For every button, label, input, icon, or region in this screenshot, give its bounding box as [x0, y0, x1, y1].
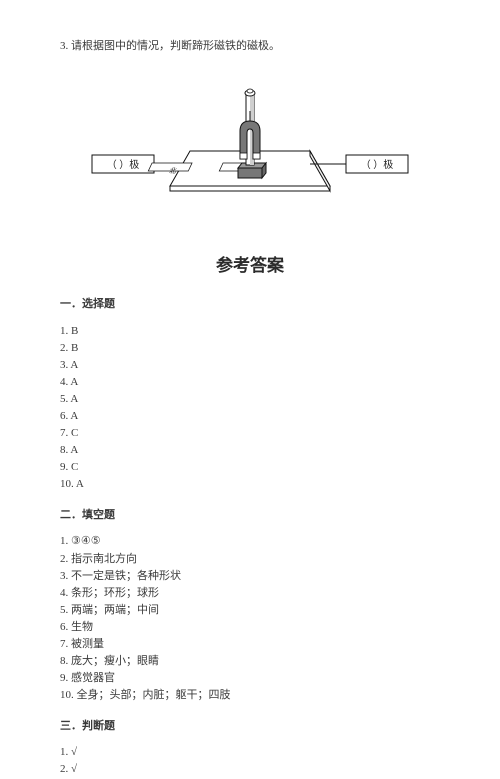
judge-answer-line: 2. √	[60, 761, 440, 778]
fill-answer-line: 1. ③④⑤	[60, 533, 440, 550]
fill-answer-line: 6. 生物	[60, 619, 440, 636]
diagram-svg: （ ）极 （ ）极 北 南	[90, 73, 410, 223]
fill-answer-line: 2. 指示南北方向	[60, 551, 440, 568]
choice-answer-line: 4. A	[60, 374, 440, 391]
left-pole-text: （ ）极	[107, 158, 140, 171]
answer-key-title: 参考答案	[60, 253, 440, 279]
section-judge-heading: 三．判断题	[60, 718, 440, 735]
question-text: 请根据图中的情况，判断蹄形磁铁的磁极。	[71, 40, 280, 52]
fill-answer-line: 8. 庞大；瘦小；眼睛	[60, 653, 440, 670]
magnet-diagram: （ ）极 （ ）极 北 南	[60, 73, 440, 223]
choice-answer-line: 5. A	[60, 391, 440, 408]
choice-answer-line: 10. A	[60, 476, 440, 493]
fill-answer-line: 7. 被测量	[60, 636, 440, 653]
right-pole-text: （ ）极	[361, 158, 394, 171]
choice-answer-line: 9. C	[60, 459, 440, 476]
question-prompt: 3. 请根据图中的情况，判断蹄形磁铁的磁极。	[60, 38, 440, 55]
fill-answer-line: 10. 全身；头部；内脏；躯干；四肢	[60, 687, 440, 704]
choice-answer-line: 8. A	[60, 442, 440, 459]
fill-answer-line: 9. 感觉器官	[60, 670, 440, 687]
judge-answer-line: 1. √	[60, 744, 440, 761]
choice-answer-line: 2. B	[60, 340, 440, 357]
judge-answers: 1. √2. √	[60, 744, 440, 778]
choice-answer-line: 1. B	[60, 323, 440, 340]
choice-answer-line: 7. C	[60, 425, 440, 442]
left-pole-label: （ ）极	[92, 155, 154, 173]
fill-answer-line: 5. 两端；两端；中间	[60, 602, 440, 619]
section-fill-heading: 二．填空题	[60, 507, 440, 524]
fill-answer-line: 3. 不一定是铁；各种形状	[60, 568, 440, 585]
fill-answer-line: 4. 条形；环形；球形	[60, 585, 440, 602]
fill-answers: 1. ③④⑤2. 指示南北方向3. 不一定是铁；各种形状4. 条形；环形；球形5…	[60, 533, 440, 703]
choice-answers: 1. B2. B3. A4. A5. A6. A7. C8. A9. C10. …	[60, 323, 440, 493]
section-choice-heading: 一．选择题	[60, 296, 440, 313]
choice-answer-line: 3. A	[60, 357, 440, 374]
question-number: 3.	[60, 40, 68, 52]
choice-answer-line: 6. A	[60, 408, 440, 425]
right-pole-label: （ ）极	[346, 155, 408, 173]
